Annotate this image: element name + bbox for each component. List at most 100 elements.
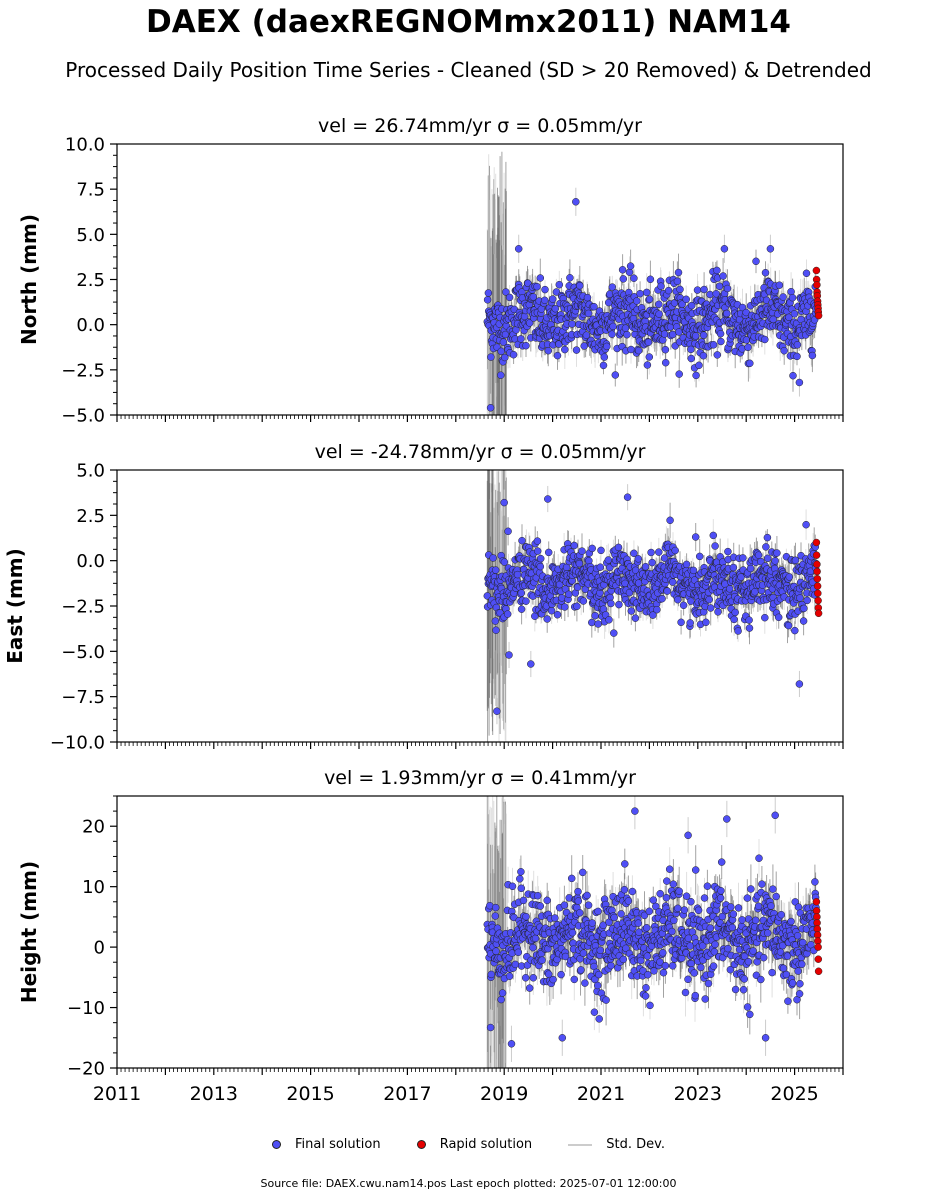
final-solution-point: [692, 371, 700, 380]
final-solution-point: [568, 320, 576, 328]
final-solution-point: [643, 361, 652, 369]
final-solution-point: [739, 554, 747, 562]
final-solution-point: [630, 549, 638, 558]
final-solution-point: [799, 617, 808, 625]
y-tick-label: −5.0: [61, 642, 105, 663]
final-solution-point: [720, 245, 729, 253]
final-solution-point: [561, 345, 569, 354]
final-solution-point: [566, 274, 574, 282]
final-solution-point: [660, 554, 669, 562]
y-tick-label: −2.5: [61, 360, 105, 381]
plot-area: [483, 470, 823, 742]
final-solution-point: [634, 555, 643, 563]
final-solution-point: [603, 342, 611, 351]
final-solution-point: [791, 556, 800, 565]
y-tick-label: 10.0: [65, 135, 105, 156]
chart-title: DAEX (daexREGNOMmx2011) NAM14: [146, 4, 791, 40]
final-solution-point: [716, 329, 725, 338]
final-solution-point: [525, 319, 534, 327]
final-solution-point: [543, 615, 551, 623]
plot-frame: [116, 143, 844, 416]
final-solution-point: [522, 341, 530, 350]
final-solution-point: [541, 285, 549, 294]
final-solution-point: [644, 338, 653, 347]
final-solution-point: [687, 597, 695, 605]
final-solution-point: [668, 330, 677, 339]
final-solution-point: [713, 351, 722, 359]
final-solution-point: [522, 597, 530, 605]
final-solution-point: [791, 626, 799, 635]
y-tick-label: −2.5: [61, 597, 105, 618]
final-solution-point: [666, 516, 674, 525]
panel-2: −10.0 −7.5 −5.0 −2.5 0.0 2.5 5.0 vel = -24.78mm…: [3, 441, 844, 754]
final-solution-point: [608, 330, 616, 338]
final-solution-point: [492, 626, 500, 634]
final-solution-point: [673, 277, 682, 286]
final-solution-point: [793, 341, 802, 349]
final-solution-point: [695, 552, 704, 561]
y-tick-label: 5.0: [76, 461, 105, 482]
final-solution-point: [744, 343, 752, 352]
final-solution-point: [544, 495, 552, 503]
final-solution-point: [653, 605, 661, 614]
final-solution-point: [746, 359, 754, 368]
final-solution-point: [615, 600, 623, 609]
rapid-solution-point: [812, 266, 821, 275]
final-solution-point: [788, 293, 797, 302]
final-solution-point: [734, 627, 742, 635]
final-solution-point: [717, 337, 725, 346]
final-solution-point: [499, 338, 508, 346]
final-solution-point: [610, 629, 618, 637]
final-solution-point: [677, 618, 685, 627]
final-solution-point: [714, 608, 722, 616]
final-solution-point: [803, 596, 811, 605]
rapid-solution-points: [812, 266, 823, 320]
plot-area: [483, 796, 823, 1068]
final-solution-point: [491, 566, 500, 574]
final-solution-point: [713, 266, 721, 275]
final-solution-point: [796, 594, 804, 602]
final-solution-point: [645, 353, 654, 361]
final-solution-point: [588, 544, 596, 553]
final-solution-point: [583, 293, 592, 302]
final-solution-point: [547, 606, 556, 615]
final-solution-point: [661, 345, 670, 354]
final-solution-point: [609, 322, 617, 331]
final-solution-point: [687, 345, 695, 354]
final-solution-point: [737, 573, 745, 581]
final-solution-point: [599, 361, 608, 370]
final-solution-point: [579, 597, 588, 605]
final-solution-point: [552, 288, 561, 296]
rapid-solution-point: [814, 596, 822, 605]
final-solution-point: [573, 602, 581, 611]
final-solution-point: [493, 707, 501, 715]
final-solution-point: [529, 293, 538, 301]
final-solution-point: [699, 351, 708, 360]
final-solution-point: [738, 303, 747, 312]
final-solution-point: [655, 300, 663, 309]
final-solution-point: [761, 268, 770, 277]
final-solution-point: [761, 335, 769, 344]
final-solution-point: [709, 531, 718, 540]
final-solution-point: [611, 371, 620, 379]
final-solution-point: [663, 587, 671, 595]
final-solution-point: [576, 281, 584, 290]
final-solution-point: [691, 533, 700, 541]
final-solution-point: [503, 610, 512, 618]
final-solution-point: [502, 288, 510, 296]
final-solution-point: [706, 290, 714, 299]
final-solution-point: [655, 310, 663, 318]
final-solution-point: [597, 546, 605, 555]
final-solution-point: [623, 330, 631, 339]
final-solution-point: [687, 301, 696, 310]
final-solution-point: [536, 554, 545, 563]
final-solution-point: [729, 563, 738, 572]
final-solution-point: [518, 536, 526, 545]
final-solution-point: [774, 613, 783, 622]
final-solution-point: [795, 378, 804, 387]
final-solution-point: [553, 351, 562, 360]
final-solution-point: [619, 275, 628, 283]
final-solution-point: [531, 612, 539, 620]
final-solution-point: [607, 599, 615, 608]
final-solution-point: [623, 493, 632, 501]
